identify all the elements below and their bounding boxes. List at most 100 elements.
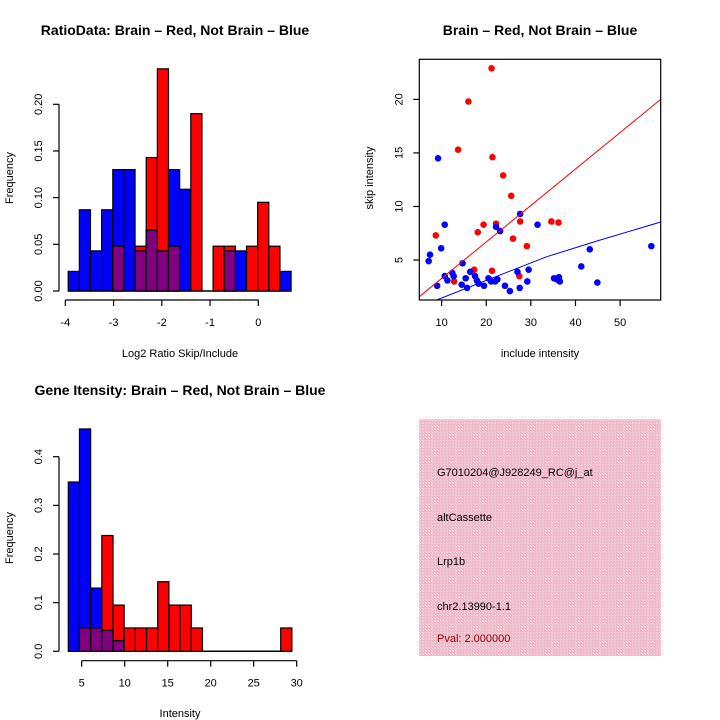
- scatter-x-tick-label: 20: [480, 317, 492, 329]
- gene-histogram-xlabel: Intensity: [160, 708, 201, 720]
- scatter-point-blue: [426, 251, 434, 258]
- gene-bar-overlap: [101, 629, 114, 652]
- scatter-point-red: [450, 278, 458, 285]
- scatter-point-red: [516, 218, 524, 225]
- ratio-histogram-title: RatioData: Brain – Red, Not Brain – Blue: [41, 22, 310, 38]
- scatter-point-blue: [648, 242, 655, 250]
- scatter-xlabel: include intensity: [501, 348, 580, 360]
- ratio-bar-red: [268, 245, 281, 292]
- scatter-point-blue: [594, 279, 601, 286]
- scatter-y-tick-label: 15: [393, 147, 405, 159]
- gene-bar-red: [134, 627, 148, 652]
- gene-bar-overlap: [112, 639, 125, 652]
- info-panel-background: [419, 419, 661, 656]
- ratio-bar-blue: [101, 209, 114, 292]
- gene-bar-red: [145, 627, 159, 652]
- ratio-bar-blue: [279, 270, 292, 292]
- ratio-bar-blue: [78, 209, 92, 292]
- gene-bar-blue: [78, 428, 92, 652]
- scatter-point-blue: [459, 259, 466, 267]
- gene-y-tick-label: 0.4: [33, 449, 45, 464]
- ratio-histogram: RatioData: Brain – Red, Not Brain – Blue…: [4, 22, 309, 360]
- scatter-title: Brain – Red, Not Brain – Blue: [443, 22, 638, 38]
- fit-line-red: [419, 98, 661, 298]
- scatter-point-red: [474, 228, 482, 236]
- scatter-point-blue: [514, 268, 521, 276]
- scatter-point-red: [489, 153, 496, 161]
- scatter-ylabel: skip intensity: [364, 146, 376, 209]
- scatter-point-blue: [462, 274, 470, 282]
- ratio-bar-blue: [89, 250, 103, 292]
- scatter-point-blue: [433, 282, 441, 290]
- gene-x-tick-label: 20: [205, 678, 217, 690]
- ratio-bar-overlap: [145, 229, 158, 292]
- ratio-y-tick-label: 0.20: [33, 94, 45, 115]
- gene-y-tick-label: 0.0: [33, 644, 45, 659]
- scatter-point-red: [507, 192, 515, 200]
- ratio-bar-overlap: [112, 245, 125, 292]
- scatter-point-blue: [434, 154, 442, 162]
- gene-intensity-histogram: Gene Itensity: Brain – Red, Not Brain – …: [4, 382, 326, 720]
- ratio-bar-blue: [179, 188, 192, 292]
- scatter-point-blue: [444, 277, 451, 284]
- ratio-x-tick-label: -2: [157, 317, 167, 329]
- gene-x-tick-label: 25: [248, 678, 260, 690]
- genomic-location: chr2.13990-1.1: [437, 601, 511, 613]
- scatter-point-blue: [441, 221, 449, 228]
- gene-y-tick-label: 0.1: [33, 595, 45, 610]
- ratio-bar-red: [212, 245, 225, 292]
- gene-bar-overlap: [90, 627, 103, 652]
- scatter-point-red: [480, 221, 487, 228]
- scatter-x-tick-label: 50: [614, 317, 626, 329]
- ratio-bar-blue: [123, 169, 136, 292]
- scatter-point-blue: [516, 284, 523, 292]
- ratio-y-tick-label: 0.10: [33, 187, 45, 208]
- gene-x-tick-label: 30: [291, 678, 303, 690]
- scatter-point-blue: [525, 266, 532, 273]
- ratio-histogram-ylabel: Frequency: [4, 152, 16, 204]
- scatter-point-blue: [480, 282, 488, 290]
- gene-y-tick-label: 0.2: [33, 546, 45, 561]
- gene-bar-red: [190, 627, 204, 652]
- scatter-point-blue: [501, 282, 509, 290]
- scatter-point-blue: [523, 278, 531, 285]
- scatter-point-red: [488, 64, 495, 72]
- gene-x-tick-label: 10: [119, 678, 131, 690]
- scatter-point-blue: [466, 268, 474, 276]
- probe-id: G7010204@J928249_RC@j_at: [437, 467, 593, 479]
- scatter-point-red: [432, 232, 440, 239]
- scatter-point-blue: [425, 257, 432, 265]
- ratio-bar-red: [190, 113, 203, 292]
- ratio-x-tick-label: -3: [109, 317, 119, 329]
- ratio-bar-red: [245, 245, 259, 292]
- ratio-bar-blue: [234, 250, 248, 292]
- gene-y-tick-label: 0.3: [33, 498, 45, 513]
- scatter-y-tick-label: 10: [393, 200, 405, 212]
- scatter-point-blue: [458, 281, 465, 288]
- scatter-point-blue: [556, 278, 564, 285]
- ratio-bar-blue: [67, 270, 80, 292]
- gene-bar-red: [168, 604, 181, 652]
- gene-histogram-ylabel: Frequency: [4, 512, 16, 564]
- gene-bar-red: [123, 627, 136, 652]
- scatter-point-blue: [437, 244, 445, 252]
- fit-line-blue: [436, 221, 661, 300]
- scatter-point-red: [548, 218, 555, 225]
- ratio-y-tick-label: 0.05: [33, 234, 45, 255]
- scatter-point-red: [499, 172, 507, 179]
- ratio-y-tick-label: 0.15: [33, 140, 45, 161]
- scatter-point-red: [488, 267, 496, 275]
- ratio-bar-overlap: [134, 250, 147, 292]
- info-panel: G7010204@J928249_RC@j_at altCassette Lrp…: [419, 419, 661, 656]
- scatter-point-red: [465, 98, 472, 105]
- scatter-x-tick-label: 40: [569, 317, 581, 329]
- ratio-bar-overlap: [167, 245, 181, 292]
- ratio-histogram-xlabel: Log2 Ratio Skip/Include: [122, 348, 238, 360]
- scatter-point-blue: [577, 263, 585, 270]
- scatter-point-red: [523, 242, 531, 250]
- event-type: altCassette: [437, 512, 492, 524]
- ratio-x-tick-label: -1: [205, 317, 215, 329]
- gene-bar-red: [179, 604, 192, 652]
